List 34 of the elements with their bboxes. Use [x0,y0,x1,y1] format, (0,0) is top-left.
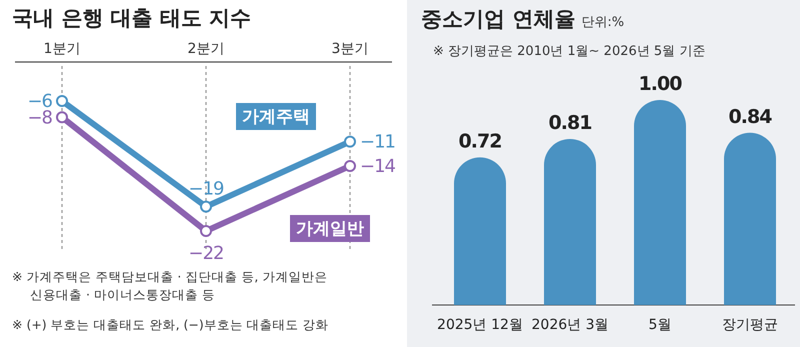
x-tick-label: 장기평균 [722,317,778,333]
point [200,225,212,237]
point [344,160,356,172]
point [344,136,356,148]
text: ※ 가계주택은 주택담보대출 · 집단대출 등, 가계일반은 신용대출 · 마이너스통장대출 등 [12,268,328,304]
bar [454,157,506,305]
point [200,200,212,213]
bar [634,100,686,305]
data-label: 0.81 [548,112,592,134]
bar [724,132,776,305]
point [56,111,68,124]
x-tick-label: 3분기 [332,41,368,57]
chart-title: 중소기업 연체율 [421,7,576,31]
x-tick-label: 2026년 3월 [532,317,608,333]
data-label: −19 [188,178,224,200]
x-tick-label: 5월 [648,317,672,333]
data-label: −22 [188,243,224,264]
data-label: −11 [360,132,395,153]
text: 단위:% [581,15,624,30]
x-tick-label: 1분기 [44,41,80,57]
data-label: −8 [27,107,53,128]
x-tick-label: 2025년 12월 [437,317,523,333]
series-label: 가계주택 [236,103,316,130]
series-label: 가계일반 [290,215,370,242]
data-label: −14 [360,156,396,177]
data-label: 0.72 [458,130,502,152]
x-tick-label: 2분기 [188,41,224,57]
bar [544,139,596,305]
data-label: 1.00 [638,73,682,95]
data-label: 0.84 [728,106,772,128]
text: ※ (+) 부호는 대출태도 완화, (−)부호는 대출태도 강화 [12,316,330,334]
chart-title: 국내 은행 대출 태도 지수 [12,5,252,32]
point [56,95,68,107]
chart-subtitle: ※ 장기평균은 2010년 1월~ 2026년 5월 기준 [433,43,706,60]
